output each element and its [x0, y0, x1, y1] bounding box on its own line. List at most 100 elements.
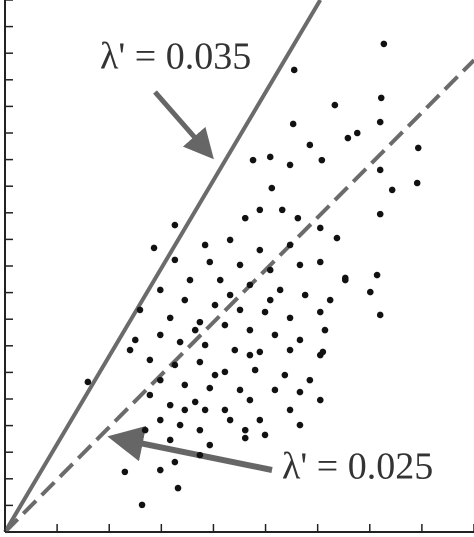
ref-line — [3, 0, 322, 534]
point — [296, 261, 304, 269]
annotation: λ' = 0.035 — [100, 36, 251, 78]
point — [373, 271, 381, 279]
point — [156, 286, 164, 294]
point — [166, 436, 174, 444]
point — [366, 288, 374, 296]
point — [301, 291, 309, 299]
point — [201, 341, 209, 349]
point — [196, 358, 204, 366]
point — [191, 398, 199, 406]
point — [211, 371, 219, 379]
point — [376, 166, 384, 174]
point — [271, 331, 279, 339]
point — [156, 376, 164, 384]
point — [196, 451, 204, 459]
point — [146, 356, 154, 364]
point — [186, 276, 194, 284]
point — [286, 161, 294, 169]
point — [246, 396, 254, 404]
point — [246, 351, 254, 359]
point — [377, 94, 385, 102]
point — [256, 206, 264, 214]
point — [201, 406, 209, 414]
point — [211, 301, 219, 309]
point — [289, 120, 297, 128]
point — [246, 281, 254, 289]
point — [276, 286, 284, 294]
point — [201, 241, 209, 249]
point — [181, 296, 189, 304]
point — [226, 416, 234, 424]
point — [290, 66, 298, 74]
point — [221, 321, 229, 329]
point — [196, 318, 204, 326]
point — [156, 416, 164, 424]
point — [316, 258, 324, 266]
point — [221, 368, 229, 376]
point — [331, 101, 339, 109]
point — [266, 296, 274, 304]
point — [171, 256, 179, 264]
point — [166, 401, 174, 409]
point — [156, 466, 164, 474]
point — [206, 258, 214, 266]
point — [146, 391, 154, 399]
point — [251, 366, 259, 374]
point — [150, 244, 158, 252]
point — [256, 416, 264, 424]
point — [246, 326, 254, 334]
point — [236, 261, 244, 269]
point — [268, 184, 276, 192]
point — [231, 346, 239, 354]
point — [141, 426, 149, 434]
point — [126, 346, 134, 354]
point — [121, 468, 129, 476]
point — [241, 434, 249, 442]
annotation: λ' = 0.025 — [282, 446, 433, 488]
point — [256, 246, 264, 254]
point — [296, 388, 304, 396]
point — [341, 276, 349, 284]
point — [278, 206, 286, 214]
point — [191, 326, 199, 334]
point — [206, 441, 214, 449]
point — [321, 326, 329, 334]
point — [166, 314, 174, 322]
point — [256, 348, 264, 356]
point — [306, 141, 314, 149]
point — [344, 134, 352, 142]
point — [296, 421, 304, 429]
point — [380, 40, 388, 48]
point — [171, 221, 179, 229]
point — [261, 431, 269, 439]
point — [261, 308, 269, 316]
point — [84, 378, 92, 386]
point — [333, 234, 341, 242]
point — [326, 296, 334, 304]
point — [286, 241, 294, 249]
point — [316, 308, 324, 316]
point — [316, 224, 324, 232]
point — [306, 376, 314, 384]
point — [294, 214, 302, 222]
point — [181, 406, 189, 414]
point — [171, 458, 179, 466]
point — [236, 386, 244, 394]
ref-line — [3, 58, 474, 534]
point — [271, 386, 279, 394]
point — [216, 276, 224, 284]
point — [131, 336, 139, 344]
point — [176, 338, 184, 346]
point — [174, 484, 182, 492]
point — [414, 144, 422, 152]
point — [318, 156, 326, 164]
point — [286, 406, 294, 414]
point — [226, 291, 234, 299]
point — [136, 306, 144, 314]
point — [249, 156, 257, 164]
point — [319, 348, 327, 356]
point — [206, 384, 214, 392]
point — [226, 236, 234, 244]
point — [156, 331, 164, 339]
